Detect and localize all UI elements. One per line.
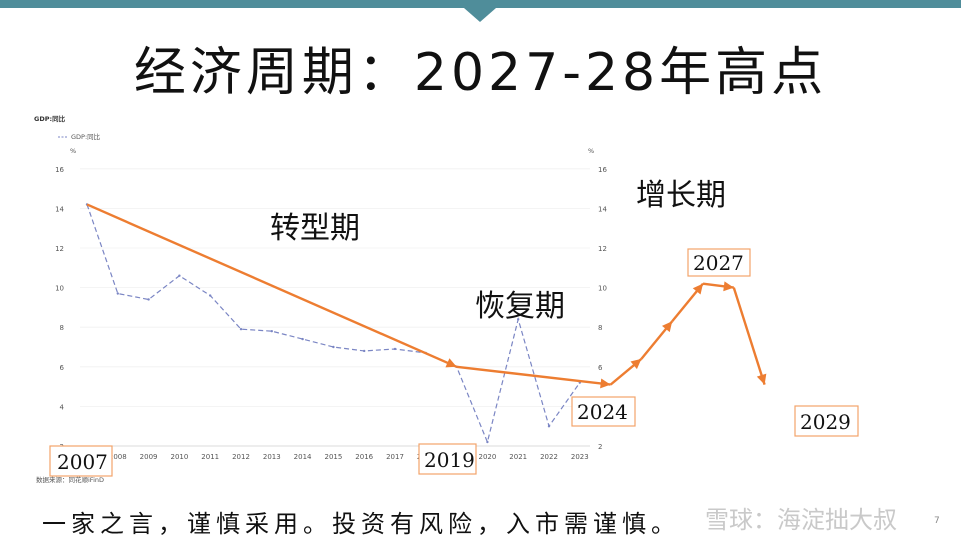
data-point (332, 345, 335, 349)
top-bar (0, 0, 961, 8)
x-ticks: 2007200820092010201120122013201420152016… (78, 453, 589, 461)
data-point (393, 347, 397, 351)
x-tick-label: 2008 (109, 453, 127, 461)
y-tick-label-right: 8 (598, 324, 602, 332)
unit-right: % (588, 147, 594, 155)
data-point (547, 425, 551, 428)
x-tick-label: 2016 (355, 453, 373, 461)
year-label-2024: 2024 (571, 396, 636, 427)
data-point (363, 349, 366, 353)
chart-source: 数据来源：同花顺iFinD (36, 475, 104, 484)
x-tick-label: 2021 (509, 453, 527, 461)
y-tick-label-left: 14 (55, 205, 64, 213)
data-point (301, 337, 304, 341)
x-tick-label: 2009 (140, 453, 158, 461)
x-tick-label: 2013 (263, 453, 281, 461)
data-point (486, 440, 489, 444)
slide-title: 经济周期：2027-28年高点 (133, 43, 828, 103)
page-number: 7 (934, 516, 940, 526)
x-tick-label: 2015 (324, 453, 342, 461)
trend-arrow (456, 365, 611, 389)
data-point (116, 292, 120, 295)
y-tick-label-left: 6 (60, 364, 65, 372)
x-tick-label: 2012 (232, 453, 250, 461)
y-tick-label-right: 6 (598, 364, 603, 372)
year-label-2027: 2027 (687, 248, 751, 277)
x-tick-label: 2020 (478, 453, 496, 461)
svg-text:2007: 2007 (57, 450, 108, 474)
x-tick-label: 2017 (386, 453, 404, 461)
y-ticks-left: 246810121416 (55, 166, 64, 451)
x-tick-label: 2011 (201, 453, 219, 461)
unit-left: % (70, 147, 76, 155)
trend-arrows (86, 203, 767, 389)
svg-text:2029: 2029 (800, 410, 851, 434)
data-point (178, 274, 181, 277)
data-point (147, 298, 150, 301)
trend-arrow (640, 320, 674, 360)
phase-label-transition: 转型期 (270, 211, 360, 246)
phase-label-growth: 增长期 (636, 178, 726, 213)
chart-title: GDP:同比 (34, 114, 66, 123)
y-tick-label-left: 4 (60, 403, 65, 411)
svg-text:2024: 2024 (577, 400, 628, 424)
x-tick-label: 2014 (294, 453, 312, 461)
data-point (517, 318, 520, 321)
grid (80, 168, 590, 447)
trend-arrow (671, 282, 704, 323)
disclaimer-text: 一家之言，谨慎采用。投资有风险，入市需谨慎。 (42, 510, 680, 538)
year-label-2019: 2019 (418, 443, 477, 475)
trend-arrow (609, 357, 643, 386)
data-point (239, 327, 243, 331)
phase-label-recovery: 恢复期 (475, 289, 565, 324)
trend-arrow (702, 281, 734, 292)
legend-label: GDP:同比 (71, 132, 101, 141)
y-tick-label-left: 10 (55, 285, 64, 293)
svg-text:2019: 2019 (424, 448, 475, 472)
y-tick-label-right: 12 (598, 245, 607, 253)
watermark: 雪球：海淀拙大叔 (705, 506, 897, 534)
trend-arrow (732, 287, 767, 385)
y-tick-label-left: 16 (55, 166, 64, 174)
y-tick-label-left: 8 (60, 324, 64, 332)
y-tick-label-left: 12 (55, 245, 64, 253)
y-tick-label-right: 10 (598, 285, 607, 293)
y-tick-label-right: 14 (598, 205, 607, 213)
x-tick-label: 2010 (170, 453, 188, 461)
svg-text:2027: 2027 (693, 251, 744, 275)
x-tick-label: 2023 (571, 453, 589, 461)
data-point (209, 294, 212, 297)
y-tick-label-right: 16 (598, 166, 607, 174)
y-tick-label-right: 2 (598, 443, 602, 451)
x-tick-label: 2022 (540, 453, 558, 461)
year-label-2007: 2007 (49, 445, 113, 477)
year-label-2029: 2029 (794, 405, 859, 437)
trend-arrow (86, 203, 458, 368)
data-point (270, 329, 273, 333)
top-bar-notch (464, 8, 496, 22)
